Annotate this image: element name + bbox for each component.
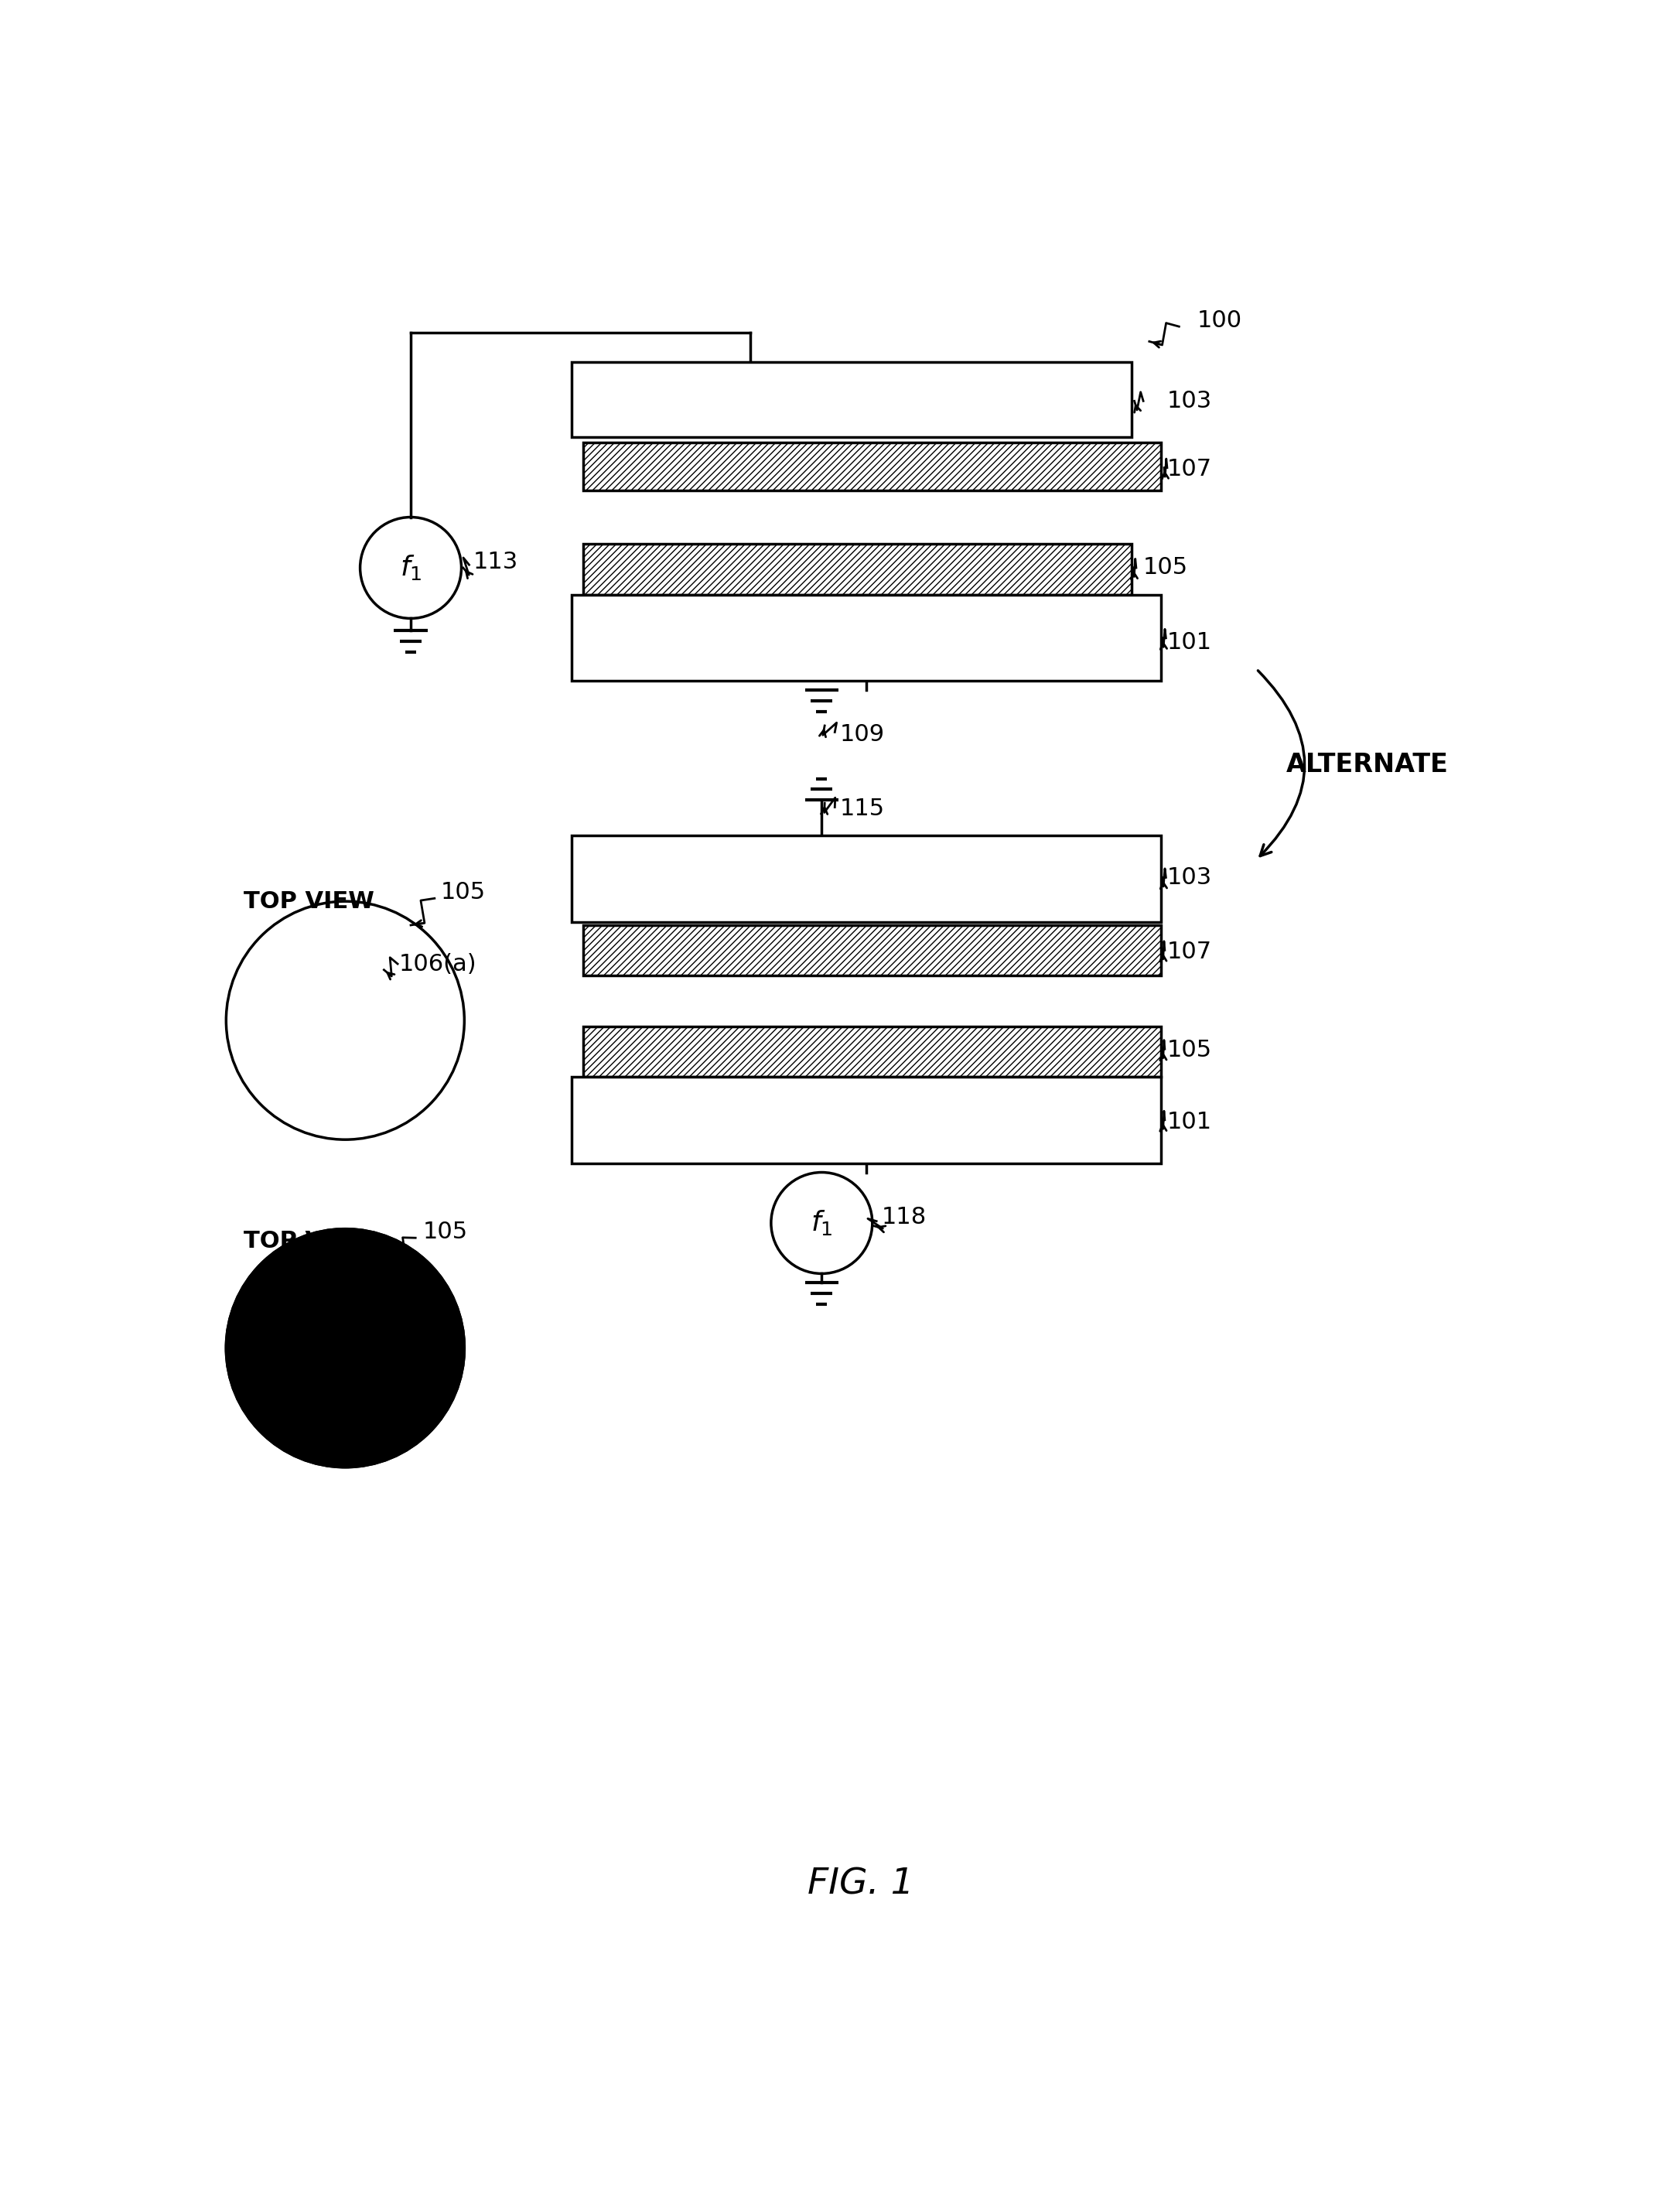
Bar <box>571 836 1161 922</box>
Text: ALTERNATE: ALTERNATE <box>1287 752 1448 777</box>
Bar <box>583 1027 1161 1078</box>
Text: 109: 109 <box>840 724 884 746</box>
Text: 103: 103 <box>1168 389 1213 411</box>
Text: 101: 101 <box>1168 631 1211 653</box>
Text: 115: 115 <box>840 799 884 821</box>
Text: 105: 105 <box>1144 557 1188 579</box>
Bar <box>583 543 1131 594</box>
Text: 105: 105 <box>1168 1038 1211 1060</box>
Text: 106(b): 106(b) <box>386 1338 465 1360</box>
Circle shape <box>227 1230 464 1465</box>
Bar <box>571 1078 1161 1164</box>
Bar <box>571 594 1161 682</box>
Text: 101: 101 <box>1168 1111 1211 1133</box>
Text: 100: 100 <box>1196 310 1242 332</box>
Text: 118: 118 <box>882 1206 926 1228</box>
Bar <box>583 926 1161 977</box>
Bar <box>583 442 1161 491</box>
Text: $f_1$: $f_1$ <box>400 554 422 583</box>
Text: 106(a): 106(a) <box>398 953 477 975</box>
Circle shape <box>227 1230 464 1467</box>
Text: 105: 105 <box>423 1221 467 1243</box>
Text: 103: 103 <box>1168 867 1213 889</box>
Text: 107: 107 <box>1168 458 1211 482</box>
Bar <box>571 363 1131 438</box>
Text: TOP VIEW: TOP VIEW <box>244 1230 375 1252</box>
Text: $f_1$: $f_1$ <box>811 1208 833 1236</box>
Text: 107: 107 <box>1168 942 1211 964</box>
Text: TOP VIEW: TOP VIEW <box>244 891 375 913</box>
FancyArrowPatch shape <box>1258 671 1305 856</box>
Text: FIG. 1: FIG. 1 <box>808 1868 914 1901</box>
Text: 105: 105 <box>440 882 486 904</box>
Text: 113: 113 <box>474 550 519 572</box>
